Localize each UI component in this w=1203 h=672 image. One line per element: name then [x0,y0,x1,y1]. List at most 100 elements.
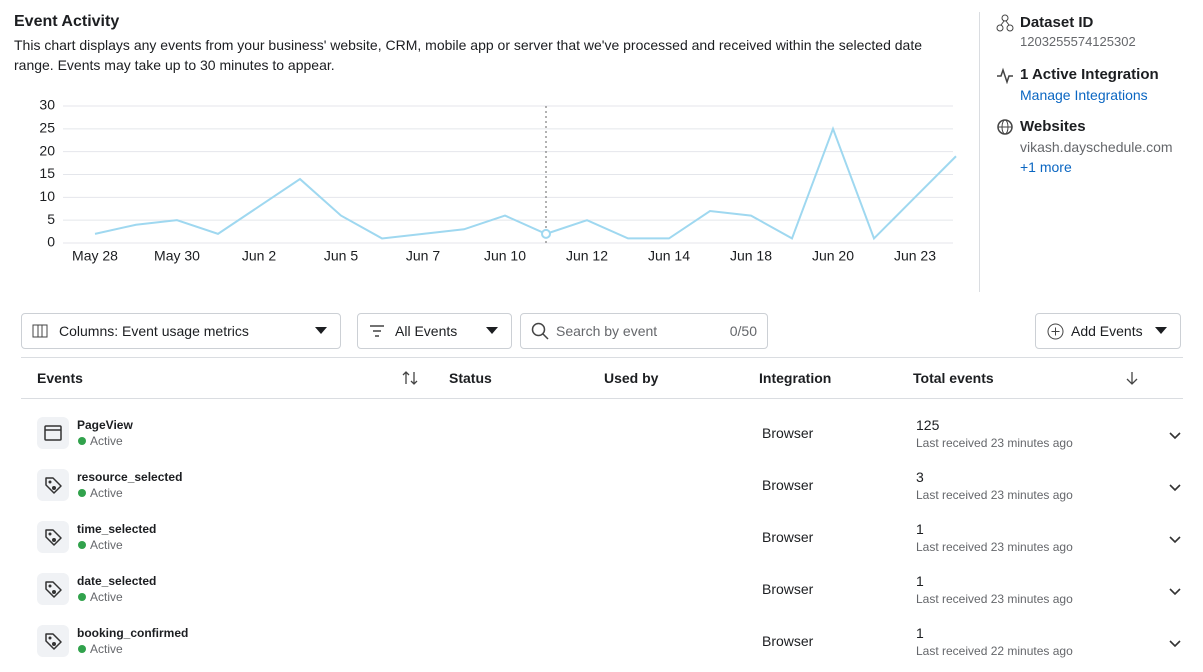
x-tick-label: Jun 10 [484,248,526,264]
event-last-received: Last received 23 minutes ago [916,488,1073,502]
add-events-label: Add Events [1071,323,1143,339]
x-tick-label: Jun 7 [406,248,440,264]
columns-dropdown[interactable]: Columns: Event usage metrics [21,313,341,349]
event-icon [37,625,69,657]
sort-desc-icon[interactable] [1126,371,1138,385]
event-total: 3 [916,469,924,485]
plus-icon [1047,323,1064,340]
y-tick-label: 30 [39,97,55,113]
website: vikash.dayschedule.com [1020,139,1173,155]
add-events-button[interactable]: Add Events [1035,313,1181,349]
x-tick-label: Jun 18 [730,248,772,264]
y-tick-label: 0 [47,234,55,250]
event-name: PageView [77,418,133,432]
status-dot [78,489,86,497]
event-icon [37,521,69,553]
y-tick-label: 20 [39,142,55,158]
columns-icon [32,324,48,338]
event-last-received: Last received 23 minutes ago [916,540,1073,554]
column-header: Total events [913,370,994,386]
event-last-received: Last received 22 minutes ago [916,644,1073,658]
search-box[interactable]: Search by event 0/50 [520,313,768,349]
column-header: Events [37,370,83,386]
event-total: 1 [916,625,924,641]
title: Event Activity [14,13,120,30]
event-integration: Browser [762,581,814,597]
status-dot [78,645,86,653]
event-icon [37,573,69,605]
expand-chevron[interactable] [1168,428,1182,446]
x-tick-label: Jun 20 [812,248,854,264]
divider [979,12,980,292]
status-dot [78,437,86,445]
event-total: 1 [916,521,924,537]
event-status: Active [90,538,123,552]
event-total: 1 [916,573,924,589]
expand-chevron[interactable] [1168,480,1182,498]
event-name: booking_confirmed [77,626,189,640]
event-last-received: Last received 23 minutes ago [916,436,1073,450]
y-tick-label: 25 [39,120,55,136]
x-tick-label: Jun 2 [242,248,276,264]
expand-chevron[interactable] [1168,532,1182,550]
expand-chevron[interactable] [1168,636,1182,654]
status-dot [78,593,86,601]
status-dot [78,541,86,549]
x-tick-label: Jun 14 [648,248,690,264]
event-total: 125 [916,417,940,433]
caret [1155,327,1167,334]
table-header-border [21,398,1183,399]
event-integration: Browser [762,529,814,545]
hover-point [541,228,551,239]
filter-icon [370,325,384,337]
dataset-icon [996,14,1014,32]
event-name: time_selected [77,522,157,536]
event-name: resource_selected [77,470,183,484]
y-tick-label: 5 [47,211,55,227]
search-count: 0/50 [729,323,757,339]
event-last-received: Last received 23 minutes ago [916,592,1073,606]
events-filter[interactable]: All Events [357,313,512,349]
x-tick-label: Jun 23 [894,248,936,264]
event-icon [37,469,69,501]
search-placeholder: Search by event [556,323,658,339]
dataset-label: Dataset ID [1020,14,1094,31]
chart: 0 5 10 15 20 25 30 May 28 May 30 Jun 2 Jun 5 Jun 7 J… [39,97,957,264]
search-icon [531,322,549,340]
filter-label: All Events [395,323,458,339]
event-integration: Browser [762,425,814,441]
event-status: Active [90,590,123,604]
column-header: Used by [604,370,659,386]
series-line [94,125,957,241]
more-websites-link[interactable]: +1 more [1020,159,1072,175]
event-icon [37,417,69,449]
y-tick-label: 15 [39,165,55,181]
websites-label: Websites [1020,118,1086,135]
dataset-id: 1203255574125302 [1020,34,1136,49]
manage-integrations-link[interactable]: Manage Integrations [1020,87,1148,103]
sort-icon[interactable] [402,371,418,385]
caret [315,327,327,334]
description: This chart displays any events from your… [14,37,923,73]
event-name: date_selected [77,574,157,588]
columns-label: Columns: Event usage metrics [59,323,249,339]
y-tick-label: 10 [39,188,55,204]
x-tick-label: May 30 [154,248,200,264]
column-header: Status [449,370,492,386]
x-tick-label: Jun 12 [566,248,608,264]
event-status: Active [90,434,123,448]
event-status: Active [90,486,123,500]
caret [486,327,498,334]
column-header: Integration [759,370,832,386]
event-status: Active [90,642,123,656]
x-tick-label: Jun 5 [324,248,358,264]
table-top-border [21,357,1183,358]
websites-icon [997,119,1013,135]
expand-chevron[interactable] [1168,584,1182,602]
event-integration: Browser [762,633,814,649]
event-integration: Browser [762,477,814,493]
integration-icon [997,67,1013,84]
x-tick-label: May 28 [72,248,118,264]
integration-label: 1 Active Integration [1020,66,1159,83]
